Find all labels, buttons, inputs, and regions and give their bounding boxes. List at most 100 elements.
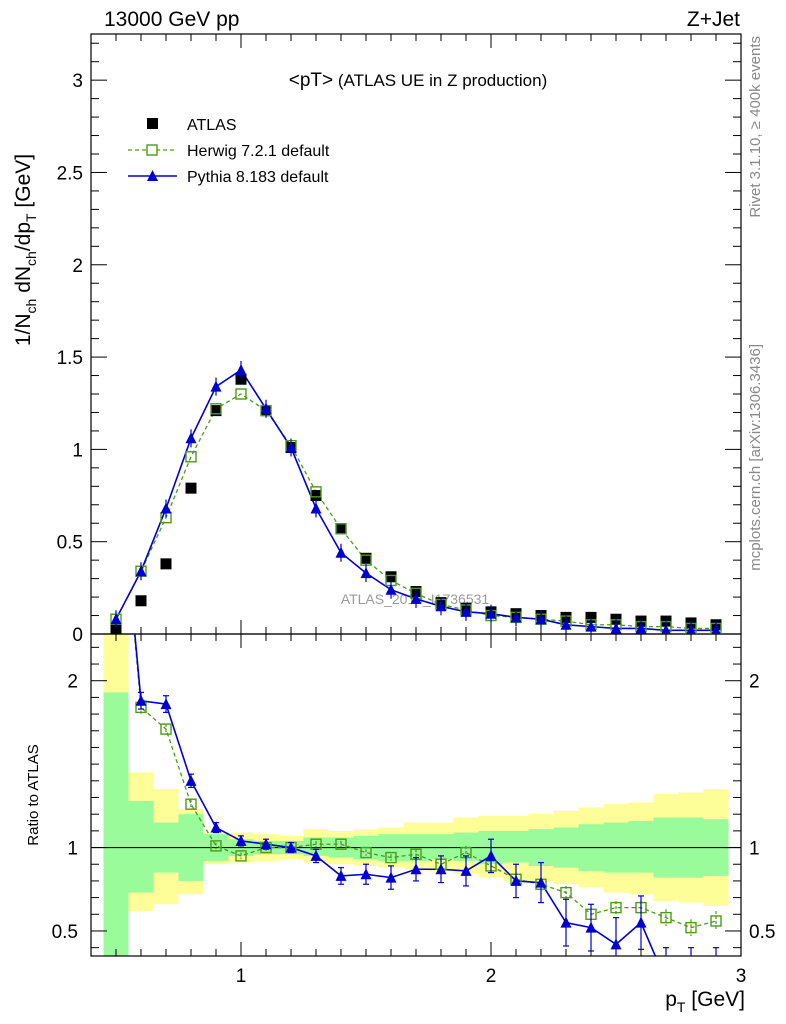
- axis-ticks: 1 2 3 0 0.5 1 1.5 2 2.5 3 0.5 0.5 1 1 2 2: [52, 34, 775, 987]
- pythia-point: [285, 441, 297, 453]
- pythia-point: [535, 613, 547, 625]
- herwig-ratio-point: [385, 851, 397, 864]
- main-data-layer: [110, 361, 722, 634]
- band-inner-bin: [128, 800, 154, 893]
- x-tick-label: 3: [736, 966, 747, 987]
- pythia-ratio-line: [134, 634, 657, 956]
- x-tick-label: 1: [236, 966, 247, 987]
- herwig-point: [185, 451, 197, 463]
- band-inner-bin: [428, 834, 454, 860]
- pythia-point: [310, 502, 322, 514]
- pythia-point: [385, 583, 397, 595]
- herwig-ratio-point: [335, 838, 347, 850]
- herwig-ratio-point: [560, 886, 572, 899]
- pythia-point: [485, 607, 497, 619]
- pythia-point: [335, 546, 347, 558]
- header-process-label: Z+Jet: [687, 8, 740, 31]
- pythia-point: [210, 380, 222, 392]
- herwig-ratio-point: [610, 901, 622, 914]
- pythia-point: [260, 402, 272, 414]
- plot-title: <pT> (ATLAS UE in Z production): [289, 70, 548, 91]
- pythia-ratio-point: [260, 838, 272, 850]
- pythia-ratio-point: [360, 868, 372, 880]
- pythia-ratio-point: [285, 841, 297, 853]
- main-y-axis-label: 1/Nch dNch/dpT [GeV]: [12, 154, 39, 346]
- legend-pythia-label: Pythia 8.183 default: [187, 169, 329, 186]
- pythia-ratio-point: [460, 864, 472, 876]
- pythia-point: [160, 502, 172, 514]
- atlas-point: [210, 405, 222, 417]
- legend-herwig-marker: [146, 144, 158, 156]
- pythia-ratio-point: [335, 869, 347, 881]
- y-tick-label: 1: [72, 440, 83, 461]
- ratio-y-tick-label: 1: [67, 839, 78, 860]
- pythia-point: [585, 620, 597, 632]
- y-tick-label: 1.5: [57, 348, 83, 369]
- legend-atlas-marker: [147, 118, 158, 129]
- ratio-y-tick-label: 0.5: [52, 922, 78, 943]
- plot-title-main: <pT>: [289, 70, 333, 91]
- ratio-y-tick-label: 1: [749, 839, 760, 860]
- pythia-ratio-point: [635, 916, 647, 928]
- x-axis-label: pT [GeV]: [665, 988, 745, 1015]
- pythia-ratio-point: [610, 938, 622, 950]
- atlas-point: [335, 523, 347, 535]
- x-tick-label: 2: [486, 966, 497, 987]
- pythia-point: [510, 611, 522, 623]
- herwig-ratio-point: [710, 915, 722, 927]
- pythia-ratio-point: [111, 424, 122, 435]
- y-tick-label: 2.5: [57, 163, 83, 184]
- pythia-ratio-point: [661, 975, 672, 986]
- y-tick-label: 3: [72, 71, 83, 92]
- herwig-ratio-point: [185, 798, 197, 810]
- atlas-point: [160, 558, 172, 570]
- pythia-point: [711, 624, 721, 634]
- header-energy-label: 13000 GeV pp: [104, 8, 239, 31]
- legend: ATLAS Herwig 7.2.1 default Pythia 8.183 …: [128, 117, 330, 186]
- herwig-ratio-point: [660, 911, 672, 924]
- pythia-ratio-point: [510, 874, 522, 886]
- pythia-ratio-point: [210, 821, 222, 833]
- legend-herwig-label: Herwig 7.2.1 default: [187, 143, 330, 160]
- legend-pythia-marker: [147, 170, 158, 181]
- atlas-point: [235, 373, 247, 385]
- pythia-point: [560, 618, 572, 630]
- rivet-info-label: Rivet 3.1.10, ≥ 400k events: [747, 36, 764, 218]
- pythia-ratio-point: [560, 916, 572, 928]
- pythia-point: [460, 605, 472, 617]
- herwig-ratio-point: [360, 846, 372, 859]
- pythia-point: [686, 624, 696, 634]
- band-inner-bin: [628, 820, 654, 873]
- herwig-ratio-point: [235, 850, 247, 862]
- herwig-ratio-point: [160, 723, 172, 735]
- pythia-ratio-point: [585, 921, 597, 933]
- ratio-data-layer: [111, 424, 722, 986]
- band-inner-bin: [103, 692, 129, 956]
- pythia-point: [410, 592, 422, 604]
- herwig-point: [310, 486, 322, 498]
- herwig-ratio-point: [111, 425, 121, 435]
- pythia-ratio-point: [711, 975, 722, 986]
- atlas-point: [135, 595, 147, 607]
- pythia-point: [110, 613, 122, 625]
- pythia-point: [435, 600, 447, 612]
- herwig-ratio-point: [210, 840, 222, 852]
- pythia-point: [610, 622, 622, 634]
- pythia-point: [135, 565, 147, 577]
- y-tick-label: 2: [72, 256, 83, 277]
- ratio-y-tick-label: 2: [67, 672, 78, 693]
- ratio-y-tick-label: 0.5: [749, 922, 775, 943]
- ratio-y-axis-label: Ratio to ATLAS: [25, 744, 42, 845]
- pythia-point: [235, 364, 247, 375]
- pythia-ratio-point: [310, 849, 322, 861]
- pythia-ratio-point: [485, 849, 497, 861]
- pythia-ratio-point: [385, 871, 397, 883]
- y-tick-label: 0.5: [57, 533, 83, 554]
- y-tick-label: 0: [72, 625, 83, 646]
- pythia-point: [360, 567, 372, 579]
- uncertainty-bands: [103, 634, 729, 956]
- atlas-point: [310, 490, 322, 502]
- atlas-point: [185, 482, 197, 494]
- legend-atlas-label: ATLAS: [187, 117, 237, 134]
- pythia-point: [185, 432, 197, 444]
